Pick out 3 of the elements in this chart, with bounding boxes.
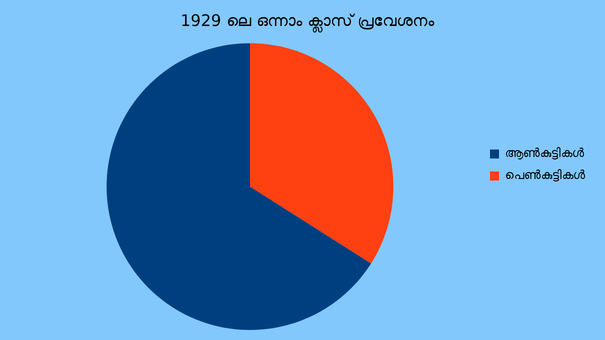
legend-label: പെൺകുട്ടികൾ [505, 168, 586, 182]
legend-label: ആൺകുട്ടികൾ [505, 146, 585, 160]
chart-title: 1929 ലെ ഒന്നാം ക്ലാസ് പ്രവേശനം [180, 10, 435, 33]
